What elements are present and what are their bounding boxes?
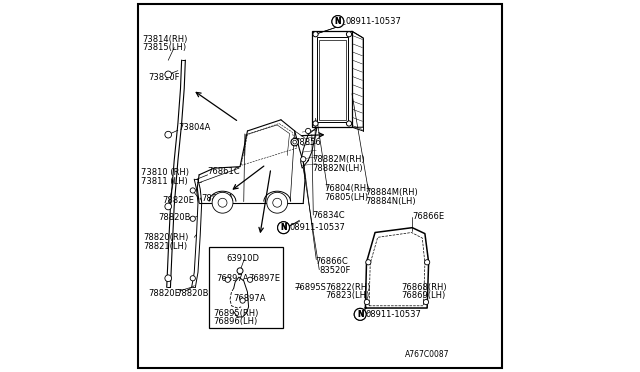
Bar xyxy=(317,37,348,122)
Text: 73804A: 73804A xyxy=(178,123,211,132)
Circle shape xyxy=(293,140,296,144)
Bar xyxy=(209,247,283,328)
Text: N: N xyxy=(357,310,364,319)
Circle shape xyxy=(218,198,227,207)
Circle shape xyxy=(346,32,351,37)
Text: 78884M(RH): 78884M(RH) xyxy=(365,188,418,197)
Bar xyxy=(312,31,352,127)
Circle shape xyxy=(291,138,298,146)
Circle shape xyxy=(354,308,366,320)
Text: 76868(RH): 76868(RH) xyxy=(401,283,447,292)
Bar xyxy=(319,40,346,120)
Circle shape xyxy=(165,275,172,282)
Circle shape xyxy=(313,32,318,37)
Text: 78882M(RH): 78882M(RH) xyxy=(312,155,365,164)
Circle shape xyxy=(364,299,369,305)
Circle shape xyxy=(248,277,253,282)
Text: 78820B: 78820B xyxy=(177,289,209,298)
Text: 76897A: 76897A xyxy=(234,294,266,303)
Text: 78820A: 78820A xyxy=(202,194,234,203)
Circle shape xyxy=(225,277,230,282)
Text: 76897A: 76897A xyxy=(216,274,249,283)
Circle shape xyxy=(332,16,344,28)
Text: 78882N(LH): 78882N(LH) xyxy=(312,164,362,173)
Text: A767C0087: A767C0087 xyxy=(405,350,449,359)
Text: 76869(LH): 76869(LH) xyxy=(401,291,445,300)
Text: 78820E: 78820E xyxy=(148,289,180,298)
Text: 76861C: 76861C xyxy=(207,167,240,176)
Text: 73811 (LH): 73811 (LH) xyxy=(141,177,188,186)
Text: 76866E: 76866E xyxy=(412,212,444,221)
Text: 76897E: 76897E xyxy=(248,274,280,283)
Circle shape xyxy=(190,276,195,281)
Circle shape xyxy=(165,131,172,138)
Text: 83520F: 83520F xyxy=(319,266,351,275)
Text: 78820E: 78820E xyxy=(162,196,194,205)
Text: 76895S: 76895S xyxy=(294,283,326,292)
Circle shape xyxy=(237,268,243,274)
Text: N: N xyxy=(335,17,341,26)
Text: 78820B: 78820B xyxy=(158,213,191,222)
Text: N: N xyxy=(280,223,287,232)
Circle shape xyxy=(354,308,366,320)
Circle shape xyxy=(190,216,195,221)
Circle shape xyxy=(278,222,289,234)
Text: N: N xyxy=(280,223,287,232)
Text: 73815(LH): 73815(LH) xyxy=(142,43,186,52)
Text: 76895(RH): 76895(RH) xyxy=(213,309,258,318)
Circle shape xyxy=(273,198,282,207)
Text: 08911-10537: 08911-10537 xyxy=(289,223,346,232)
Circle shape xyxy=(240,298,245,303)
Text: 76866C: 76866C xyxy=(316,257,348,266)
Text: 08911-10537: 08911-10537 xyxy=(346,17,401,26)
Text: 73810F: 73810F xyxy=(148,73,180,82)
Text: 78821(LH): 78821(LH) xyxy=(143,242,188,251)
Circle shape xyxy=(332,16,344,28)
Text: 78820(RH): 78820(RH) xyxy=(143,233,189,242)
Circle shape xyxy=(346,121,351,126)
Text: 73814(RH): 73814(RH) xyxy=(142,35,188,44)
Text: 76805(LH): 76805(LH) xyxy=(324,193,369,202)
Text: 76834C: 76834C xyxy=(312,211,344,219)
Circle shape xyxy=(190,188,195,193)
Circle shape xyxy=(301,157,306,162)
Text: 63910D: 63910D xyxy=(227,254,259,263)
Circle shape xyxy=(267,192,287,213)
Text: N: N xyxy=(357,310,364,319)
Text: 78884N(LH): 78884N(LH) xyxy=(365,197,416,206)
Circle shape xyxy=(165,203,172,210)
Circle shape xyxy=(278,222,289,234)
Text: 76823(LH): 76823(LH) xyxy=(326,291,370,300)
Text: 76804(RH): 76804(RH) xyxy=(324,185,370,193)
Circle shape xyxy=(424,299,429,305)
Circle shape xyxy=(165,71,172,78)
Text: 76896(LH): 76896(LH) xyxy=(213,317,257,326)
Text: 78856: 78856 xyxy=(294,138,321,147)
Circle shape xyxy=(212,192,233,213)
Circle shape xyxy=(365,260,371,265)
Text: N: N xyxy=(335,17,341,26)
Text: 76822(RH): 76822(RH) xyxy=(326,283,371,292)
Text: 73810 (RH): 73810 (RH) xyxy=(141,169,189,177)
Circle shape xyxy=(313,121,318,126)
Circle shape xyxy=(424,260,429,265)
Circle shape xyxy=(305,128,310,134)
Text: 08911-10537: 08911-10537 xyxy=(365,310,421,319)
